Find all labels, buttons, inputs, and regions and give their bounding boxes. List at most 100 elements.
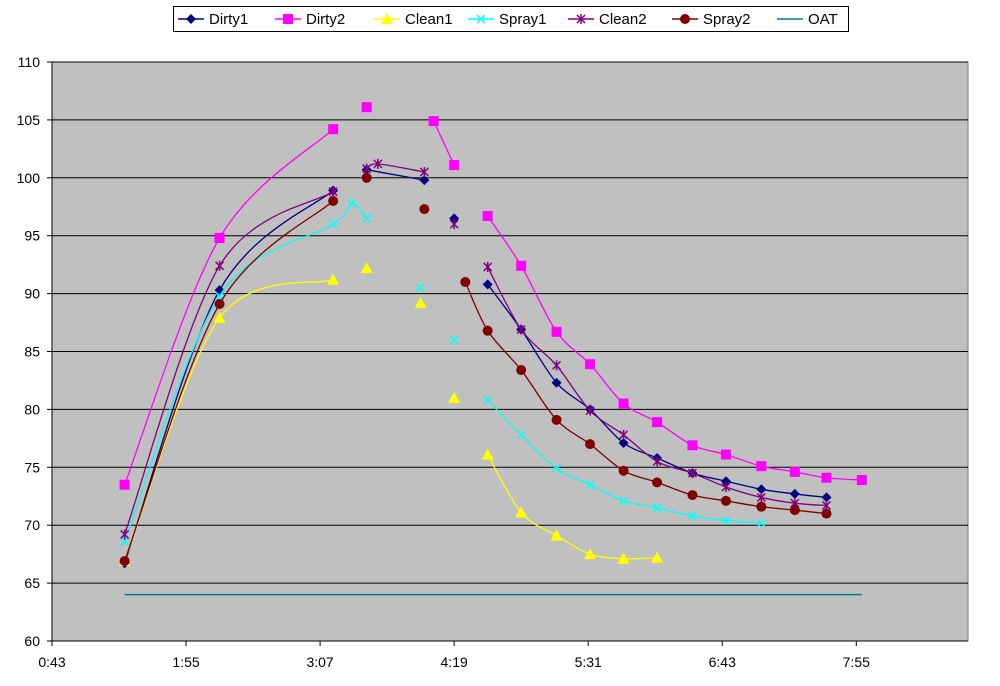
series-line-dirty1 — [366, 169, 425, 181]
data-point-dirty2 — [585, 359, 596, 370]
data-point-spray2 — [516, 365, 527, 376]
x-tick-label: 7:55 — [843, 654, 870, 670]
data-point-dirty2 — [119, 479, 130, 490]
legend-item-spray1: Spray1 — [466, 10, 547, 28]
data-point-clean1 — [481, 448, 494, 460]
data-point-dirty2 — [482, 211, 493, 222]
data-point-clean1 — [327, 273, 340, 285]
data-point-spray2 — [361, 172, 372, 183]
data-point-clean2 — [516, 324, 526, 335]
data-point-dirty2 — [516, 260, 527, 271]
y-tick-label: 110 — [18, 54, 41, 70]
data-point-dirty2 — [361, 102, 372, 113]
data-point-clean1 — [550, 529, 563, 541]
legend-item-clean1: Clean1 — [372, 10, 453, 28]
data-point-spray1 — [483, 395, 493, 405]
data-point-spray1 — [585, 480, 595, 490]
data-point-spray1 — [328, 219, 338, 229]
x-tick-label: 6:43 — [709, 654, 736, 670]
data-point-clean2 — [419, 167, 429, 178]
data-point-clean2 — [373, 158, 383, 169]
data-point-spray2 — [460, 277, 471, 288]
data-point-dirty1 — [618, 437, 629, 448]
data-point-spray1 — [619, 496, 629, 506]
data-point-dirty1 — [789, 488, 800, 499]
data-point-clean2 — [449, 219, 459, 230]
data-point-spray1 — [552, 463, 562, 473]
data-point-dirty1 — [482, 279, 493, 290]
legend-item-dirty2: Dirty2 — [273, 10, 345, 28]
data-point-spray1 — [516, 430, 526, 440]
y-tick-label: 85 — [24, 344, 40, 360]
legend-label: Clean1 — [405, 10, 453, 28]
chart-legend: Dirty1 Dirty2 Clean1 Spray1 Clean2 Spray2 OAT — [173, 6, 849, 32]
data-point-clean2 — [483, 261, 493, 272]
y-tick-label: 105 — [17, 112, 41, 128]
series-spray2 — [119, 172, 832, 567]
data-point-spray1 — [721, 516, 731, 526]
y-tick-label: 60 — [24, 633, 40, 649]
data-point-spray1 — [120, 536, 130, 546]
data-point-dirty2 — [328, 124, 339, 135]
y-tick-label: 95 — [24, 228, 40, 244]
legend-marker — [283, 14, 293, 24]
series-line-dirty2 — [124, 128, 334, 485]
data-point-clean1 — [584, 548, 597, 560]
data-point-spray1 — [416, 283, 426, 293]
data-point-spray2 — [482, 325, 493, 336]
data-point-spray2 — [821, 508, 832, 519]
x-tick-label: 1:55 — [172, 654, 199, 670]
data-point-dirty2 — [551, 326, 562, 337]
data-point-dirty2 — [687, 440, 698, 451]
legend-item-dirty1: Dirty1 — [176, 10, 248, 28]
data-point-dirty2 — [652, 417, 663, 428]
data-point-dirty2 — [856, 475, 867, 486]
data-point-clean1 — [448, 391, 461, 403]
series-clean2 — [120, 158, 832, 540]
data-point-spray2 — [618, 465, 629, 476]
data-point-clean2 — [687, 468, 697, 479]
data-point-dirty2 — [720, 449, 731, 460]
data-point-spray2 — [119, 556, 130, 567]
x-tick-label: 0:43 — [38, 654, 65, 670]
legend-symbol-spray1 — [468, 14, 494, 24]
data-point-clean2 — [328, 186, 338, 197]
data-point-spray1 — [449, 335, 459, 345]
data-point-spray2 — [652, 477, 663, 488]
data-point-spray1 — [756, 518, 766, 528]
data-point-spray2 — [720, 495, 731, 506]
y-tick-label: 100 — [17, 170, 41, 186]
data-point-spray2 — [419, 204, 430, 215]
data-point-clean1 — [617, 552, 630, 564]
legend-symbol-dirty2 — [275, 14, 301, 24]
data-point-clean2 — [552, 360, 562, 371]
data-point-spray2 — [328, 195, 339, 206]
data-point-dirty2 — [449, 160, 460, 171]
legend-symbol-spray2 — [672, 14, 698, 24]
legend-marker — [576, 14, 586, 24]
legend-symbol-oat — [777, 18, 803, 20]
series-line-clean2 — [123, 191, 334, 535]
data-point-dirty2 — [618, 398, 629, 409]
data-point-clean2 — [120, 529, 130, 540]
data-point-spray2 — [214, 299, 225, 310]
x-tick-label: 5:31 — [575, 654, 602, 670]
data-point-clean1 — [515, 506, 528, 518]
y-tick-label: 90 — [24, 286, 40, 302]
legend-item-oat: OAT — [775, 10, 838, 28]
data-point-clean2 — [721, 481, 731, 492]
data-point-clean2 — [652, 456, 662, 467]
legend-label: Clean2 — [599, 10, 647, 28]
data-point-spray2 — [687, 490, 698, 501]
data-point-dirty2 — [821, 472, 832, 483]
data-point-spray2 — [551, 414, 562, 425]
series-line-spray2 — [124, 200, 334, 562]
data-point-clean1 — [651, 551, 664, 563]
series-dirty2 — [119, 102, 867, 490]
data-point-clean2 — [215, 260, 225, 271]
data-point-clean1 — [414, 296, 427, 308]
data-point-dirty1 — [419, 175, 430, 186]
data-point-spray1 — [347, 198, 357, 208]
data-point-dirty1 — [821, 492, 832, 503]
